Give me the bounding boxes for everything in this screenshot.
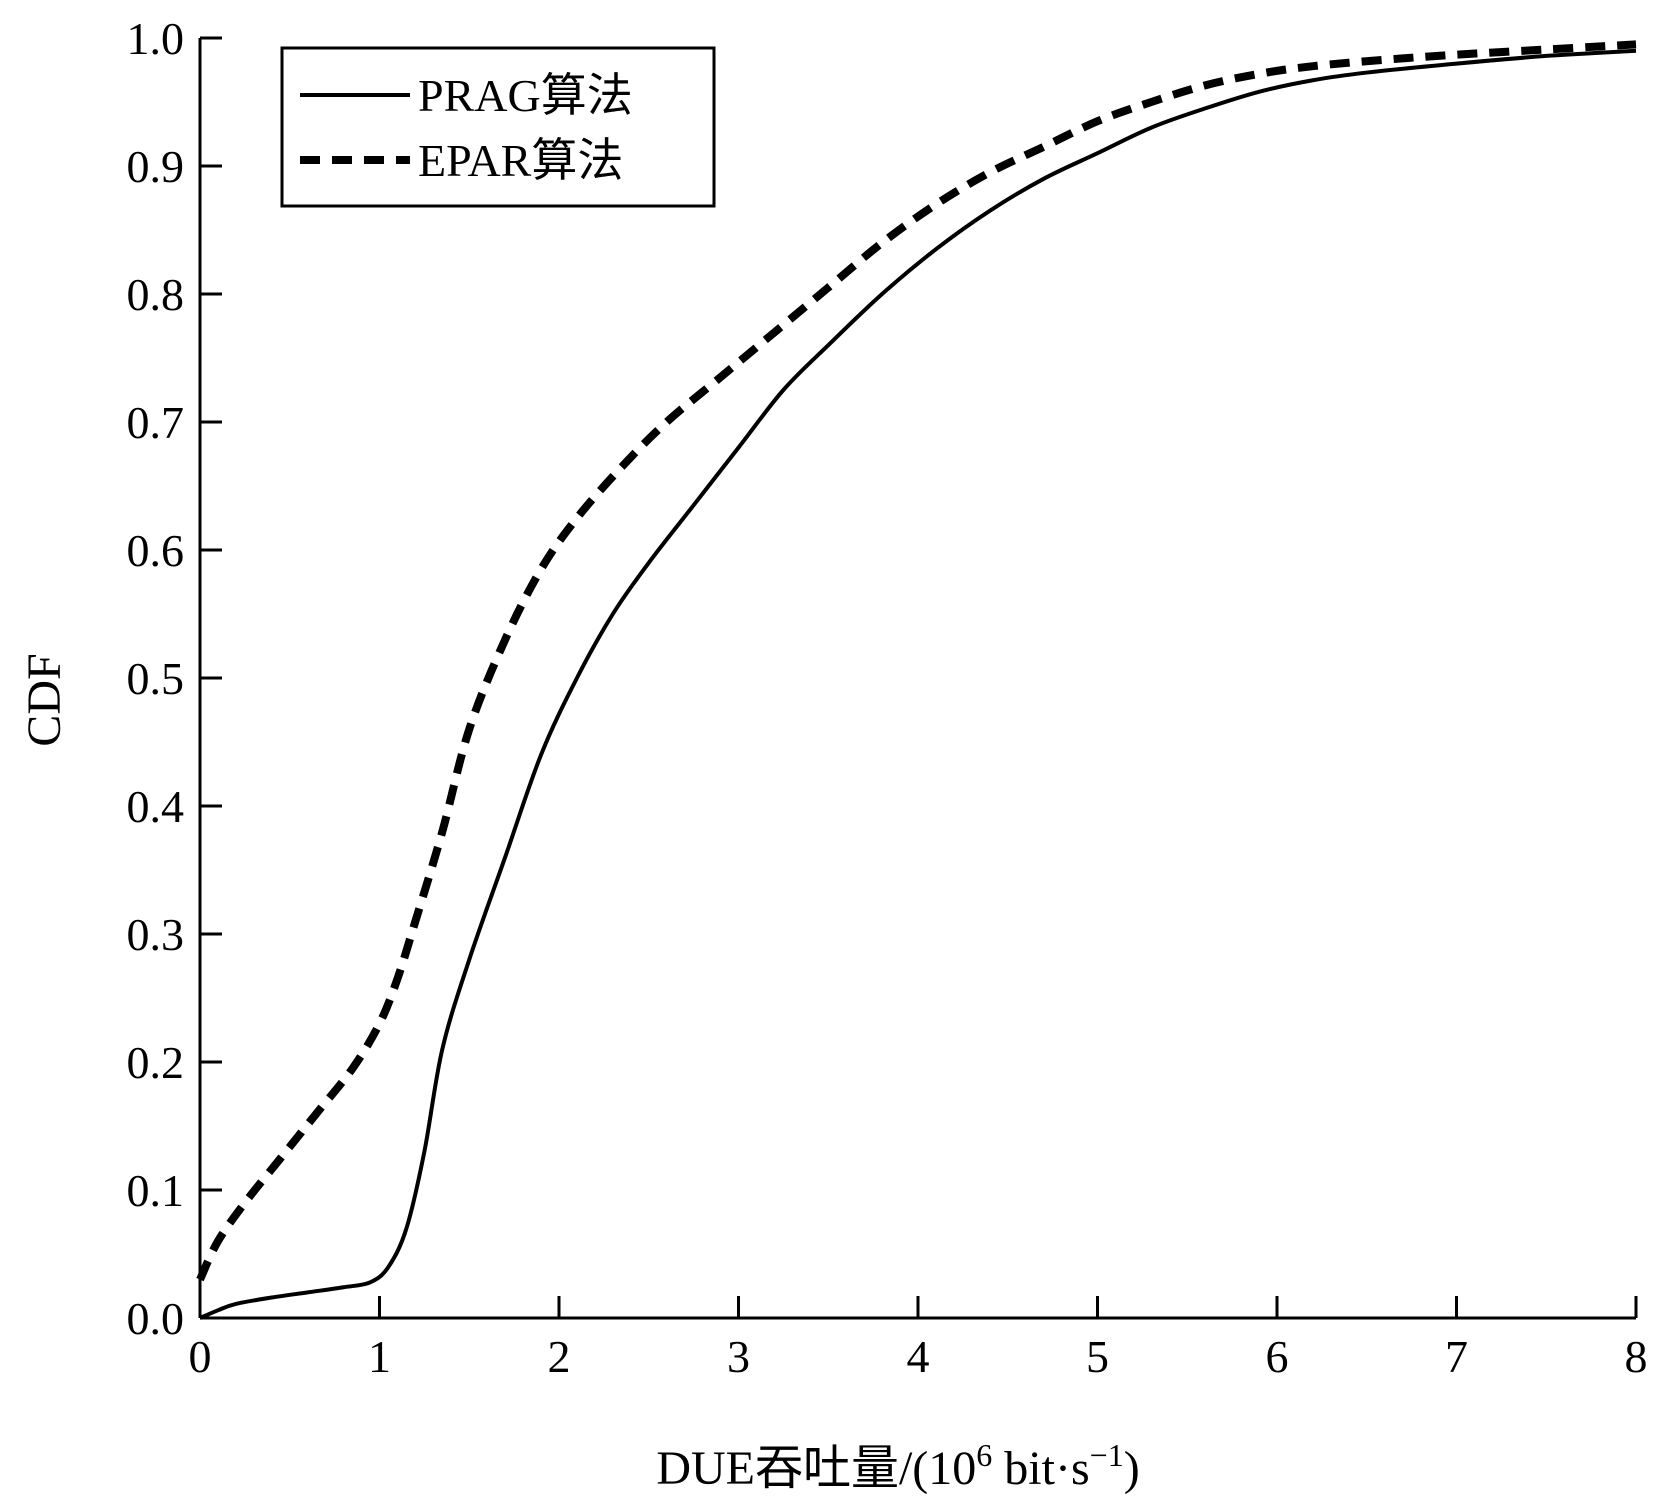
series-line-epar (196, 40, 1637, 1282)
x-axis-title-sup: 6 (976, 1437, 992, 1473)
x-tick-label: 5 (1086, 1331, 1109, 1382)
plot-axes (198, 38, 1636, 1320)
y-tick-label: 0.6 (127, 525, 185, 576)
y-tick-label: 0.3 (127, 909, 185, 960)
x-axis-title-main: DUE吞吐量/(10 (656, 1442, 976, 1495)
x-tick-label: 8 (1625, 1331, 1648, 1382)
x-axis-title: DUE吞吐量/(106 bit·s−1) (656, 1437, 1139, 1495)
x-tick-label: 6 (1266, 1331, 1289, 1382)
y-axis-title: CDF (18, 653, 71, 746)
y-tick-label: 0.9 (127, 141, 185, 192)
y-tick-label: 0.8 (127, 269, 185, 320)
x-tick-label: 3 (727, 1331, 750, 1382)
legend: PRAG算法 EPAR算法 (280, 46, 716, 208)
legend-box (280, 46, 716, 208)
y-tick-label: 0.2 (127, 1037, 185, 1088)
y-tick-label: 1.0 (127, 13, 185, 64)
x-axis-ticks: 0 1 2 3 4 5 6 7 8 (189, 1296, 1648, 1382)
y-tick-label: 0.1 (127, 1165, 185, 1216)
x-tick-label: 0 (189, 1331, 212, 1382)
y-tick-label: 0.0 (127, 1293, 185, 1344)
legend-label-epar: EPAR算法 (418, 135, 623, 186)
series-line-prag (199, 48, 1637, 1320)
x-axis-title-sup2: −1 (1090, 1437, 1124, 1473)
y-axis-ticks: 0.0 0.1 0.2 0.3 0.4 0.5 0.6 0.7 0.8 0.9 1.0 (127, 13, 222, 1344)
x-tick-label: 1 (368, 1331, 391, 1382)
x-tick-label: 4 (907, 1331, 930, 1382)
x-tick-label: 2 (548, 1331, 571, 1382)
y-tick-label: 0.4 (127, 781, 185, 832)
y-tick-label: 0.5 (127, 653, 185, 704)
y-tick-label: 0.7 (127, 397, 185, 448)
x-axis-title-mid: bit·s (992, 1442, 1089, 1495)
legend-label-prag: PRAG算法 (418, 70, 633, 121)
series-group (196, 40, 1637, 1320)
x-tick-label: 7 (1445, 1331, 1468, 1382)
x-axis-title-end: ) (1124, 1442, 1140, 1495)
